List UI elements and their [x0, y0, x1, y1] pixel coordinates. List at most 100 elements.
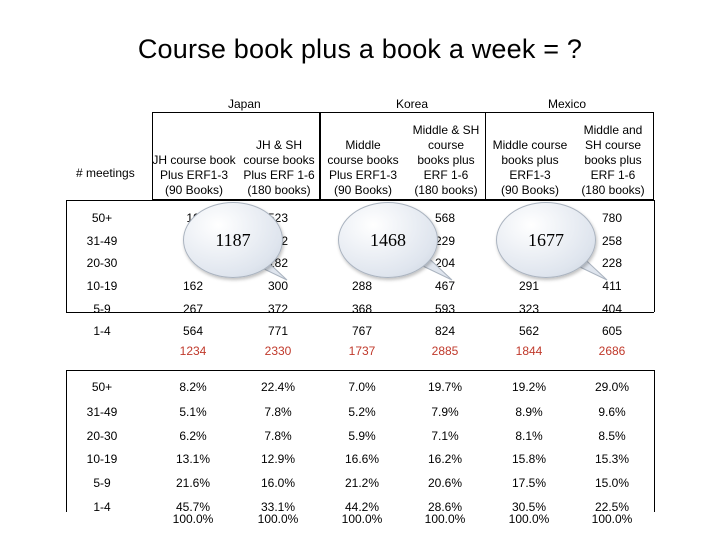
count-cell: 258: [601, 234, 623, 248]
percent-cell: 15.8%: [511, 452, 547, 466]
header-box-japan: [152, 112, 320, 200]
percent-total-cell: 100.0%: [591, 512, 633, 526]
percent-cell: 8.1%: [515, 429, 543, 443]
column-header-0: JH course book Plus ERF1-3 (90 Books): [152, 153, 236, 197]
count-cell: 300: [267, 279, 289, 293]
percent-cell: 9.6%: [598, 405, 626, 419]
percent-cell: 15.0%: [594, 476, 630, 490]
country-korea: Korea: [396, 97, 429, 111]
count-cell: 291: [518, 279, 540, 293]
percent-cell: 6.2%: [179, 429, 207, 443]
percent-cell: 7.8%: [264, 429, 292, 443]
meetings-label: # meetings: [76, 166, 135, 180]
percent-cell: 13.1%: [175, 452, 211, 466]
percent-cell: 8.5%: [598, 429, 626, 443]
percent-cell: 5.1%: [179, 405, 207, 419]
column-header-2: Middle course books Plus ERF1-3 (90 Book…: [327, 138, 399, 197]
percent-cell: 33.1%: [260, 500, 296, 514]
left-border-pct: [66, 370, 67, 512]
mid-divider: [66, 312, 654, 313]
percent-cell: 16.2%: [427, 452, 463, 466]
count-cell: 229: [434, 234, 456, 248]
column-header-5: Middle and SH course books plus ERF 1-6 …: [581, 123, 645, 197]
percent-cell: 21.6%: [175, 476, 211, 490]
percent-cell: 45.7%: [175, 500, 211, 514]
count-cell: 404: [601, 302, 623, 316]
percent-row-label: 1-4: [93, 500, 111, 514]
count-row-label: 20-30: [86, 256, 118, 270]
percent-row-label: 50+: [91, 380, 113, 394]
top-divider: [66, 200, 654, 201]
percent-cell: 7.1%: [431, 429, 459, 443]
count-cell: 368: [351, 302, 373, 316]
country-japan: Japan: [228, 97, 261, 111]
count-cell: 162: [182, 279, 204, 293]
right-border: [654, 200, 655, 312]
percent-cell: 22.5%: [594, 500, 630, 514]
count-cell: 780: [601, 211, 623, 225]
column-header-4: Middle course books plus ERF1-3 (90 Book…: [492, 138, 568, 197]
count-cell: 771: [267, 324, 289, 338]
header-box-korea: [320, 112, 486, 200]
percent-cell: 16.6%: [344, 452, 380, 466]
count-row-label: 50+: [91, 211, 113, 225]
percent-total-cell: 100.0%: [172, 512, 214, 526]
percent-cell: 16.0%: [260, 476, 296, 490]
pct-divider: [66, 370, 654, 371]
percent-row-label: 10-19: [86, 452, 118, 466]
percent-total-cell: 100.0%: [341, 512, 383, 526]
percent-cell: 8.2%: [179, 380, 207, 394]
right-border-pct: [654, 370, 655, 512]
count-row-label: 10-19: [86, 279, 118, 293]
count-total-cell: 1234: [179, 344, 207, 358]
percent-total-cell: 100.0%: [508, 512, 550, 526]
percent-row-label: 31-49: [86, 405, 118, 419]
percent-total-cell: 100.0%: [424, 512, 466, 526]
percent-cell: 8.9%: [515, 405, 543, 419]
percent-row-label: 5-9: [93, 476, 111, 490]
count-cell: 467: [434, 279, 456, 293]
count-total-cell: 2330: [264, 344, 292, 358]
percent-cell: 28.6%: [427, 500, 463, 514]
percent-cell: 7.8%: [264, 405, 292, 419]
count-cell: 228: [601, 256, 623, 270]
percent-cell: 44.2%: [344, 500, 380, 514]
percent-total-cell: 100.0%: [257, 512, 299, 526]
count-cell: 204: [434, 256, 456, 270]
count-cell: 605: [601, 324, 623, 338]
count-total-cell: 1844: [515, 344, 543, 358]
percent-cell: 19.2%: [511, 380, 547, 394]
percent-cell: 20.6%: [427, 476, 463, 490]
percent-cell: 15.3%: [594, 452, 630, 466]
percent-row-label: 20-30: [86, 429, 118, 443]
column-header-3: Middle & SH course books plus ERF 1-6 (1…: [412, 123, 480, 197]
count-cell: 593: [434, 302, 456, 316]
callout-bubble-mexico: 1677: [496, 202, 596, 278]
percent-cell: 21.2%: [344, 476, 380, 490]
callout-bubble-japan: 1187: [183, 202, 283, 278]
count-cell: 323: [518, 302, 540, 316]
count-row-label: 5-9: [93, 302, 111, 316]
column-header-1: JH & SH course books Plus ERF 1-6 (180 b…: [243, 138, 315, 197]
callout-bubble-korea: 1468: [338, 202, 438, 278]
percent-cell: 12.9%: [260, 452, 296, 466]
left-border: [66, 200, 67, 312]
count-total-cell: 2885: [431, 344, 459, 358]
count-row-label: 1-4: [93, 324, 111, 338]
percent-cell: 7.0%: [348, 380, 376, 394]
percent-cell: 30.5%: [511, 500, 547, 514]
country-mexico: Mexico: [548, 97, 587, 111]
percent-cell: 19.7%: [427, 380, 463, 394]
percent-cell: 29.0%: [594, 380, 630, 394]
count-cell: 562: [518, 324, 540, 338]
count-cell: 267: [182, 302, 204, 316]
count-cell: 568: [434, 211, 456, 225]
count-cell: 564: [182, 324, 204, 338]
count-total-cell: 2686: [598, 344, 626, 358]
count-cell: 288: [351, 279, 373, 293]
count-cell: 767: [351, 324, 373, 338]
percent-cell: 5.9%: [348, 429, 376, 443]
count-total-cell: 1737: [348, 344, 376, 358]
count-cell: 411: [602, 279, 622, 293]
count-row-label: 31-49: [86, 234, 118, 248]
